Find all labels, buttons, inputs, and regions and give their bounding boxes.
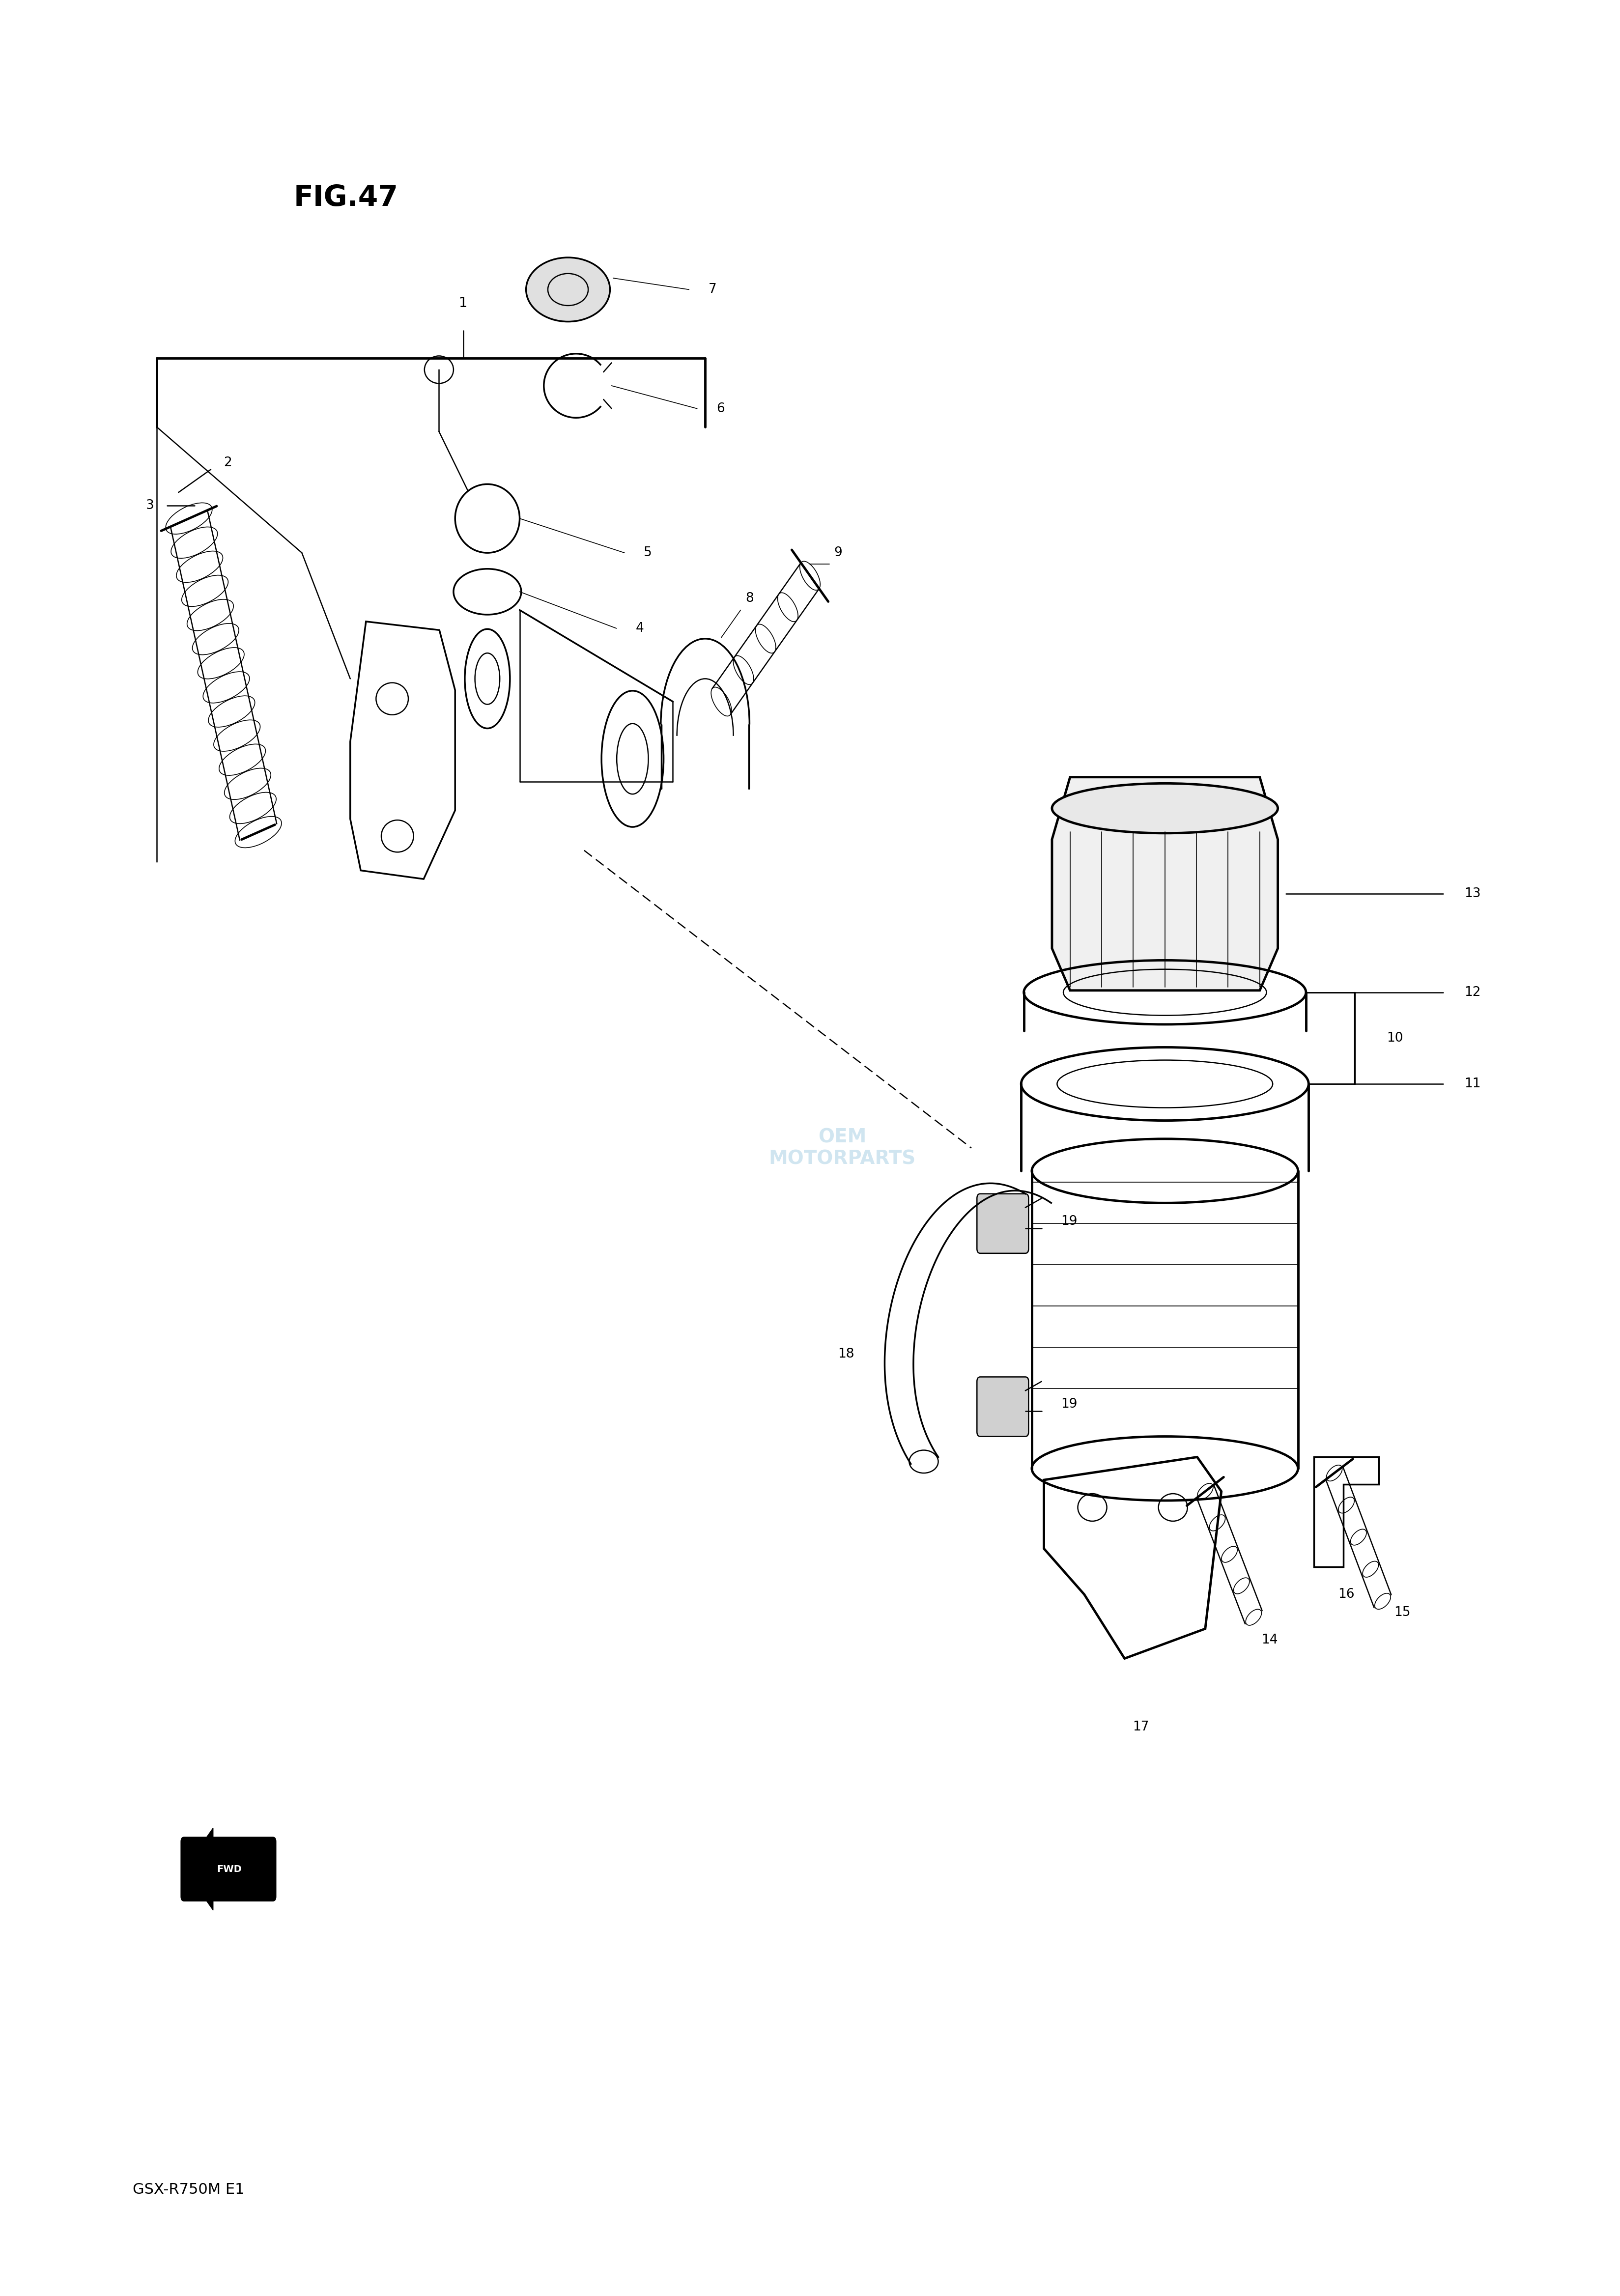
Text: 19: 19 (1061, 1215, 1077, 1228)
FancyBboxPatch shape (977, 1194, 1029, 1254)
Text: 9: 9 (834, 546, 842, 560)
Text: 10: 10 (1387, 1031, 1403, 1045)
Text: 15: 15 (1393, 1607, 1411, 1619)
Text: 16: 16 (1338, 1589, 1354, 1600)
Text: 14: 14 (1262, 1635, 1278, 1646)
Ellipse shape (1051, 783, 1278, 833)
Text: 13: 13 (1464, 889, 1481, 900)
Text: 5: 5 (643, 546, 653, 560)
Text: 17: 17 (1132, 1720, 1149, 1733)
Text: 11: 11 (1464, 1077, 1481, 1091)
Text: OEM
MOTORPARTS: OEM MOTORPARTS (769, 1127, 915, 1169)
Polygon shape (1051, 776, 1278, 990)
Text: GSX-R750M E1: GSX-R750M E1 (133, 2183, 245, 2197)
Text: 4: 4 (635, 622, 645, 634)
Text: 2: 2 (224, 457, 232, 468)
Text: 8: 8 (745, 592, 753, 604)
FancyBboxPatch shape (977, 1378, 1029, 1437)
FancyBboxPatch shape (181, 1837, 275, 1901)
Text: 19: 19 (1061, 1398, 1077, 1410)
Text: 7: 7 (708, 282, 716, 296)
Text: 1: 1 (458, 296, 468, 310)
Text: 3: 3 (146, 498, 154, 512)
Ellipse shape (526, 257, 611, 321)
Text: 18: 18 (838, 1348, 854, 1362)
Text: FWD: FWD (217, 1864, 241, 1874)
Polygon shape (185, 1828, 214, 1910)
Text: FIG.47: FIG.47 (293, 184, 399, 211)
Text: 12: 12 (1464, 985, 1481, 999)
Text: 6: 6 (716, 402, 724, 416)
